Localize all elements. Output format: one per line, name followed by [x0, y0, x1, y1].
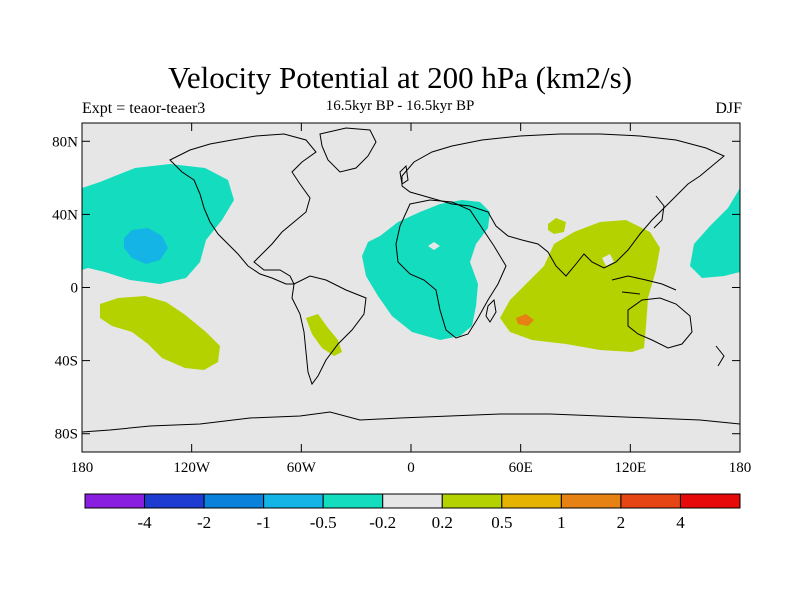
coastline-indonesia [611, 275, 677, 295]
coastline-north-america [169, 133, 317, 285]
coastline-new-zealand [715, 345, 725, 367]
coastline-africa [395, 199, 507, 339]
lon-tick-label: 120E [614, 460, 646, 476]
colorbar-label: -1 [257, 513, 271, 532]
axis-labels: 80N 40N 0 40S 80S 180 120W 60W 0 60E 120E 180 [52, 134, 751, 476]
contour-negative-strong-pacific [124, 228, 168, 264]
lon-tick-label: 60E [509, 460, 533, 476]
colorbar-swatch [679, 493, 741, 509]
plot-title: Velocity Potential at 200 hPa (km2/s) [167, 60, 633, 95]
colorbar-label: 1 [557, 513, 566, 532]
coastline-japan [653, 195, 665, 229]
colorbar-label: -0.5 [310, 513, 337, 532]
colorbar-swatch [441, 493, 503, 509]
lat-tick-label: 80S [55, 427, 78, 443]
lat-tick-label: 80N [52, 134, 78, 150]
colorbar-label: 0.2 [432, 513, 453, 532]
colorbar-swatch [560, 493, 622, 509]
contour-positive-south-pacific [100, 296, 220, 370]
contour-positive-indian-ocean [500, 220, 660, 352]
axis-ticks [81, 123, 741, 452]
coastline-antarctica [82, 411, 740, 433]
contour-negative-atlantic-africa [362, 200, 490, 340]
colorbar-label: 4 [676, 513, 685, 532]
colorbar-label: -2 [197, 513, 211, 532]
colorbar-swatch [144, 493, 205, 509]
coastline-uk [399, 164, 409, 185]
coastline-greenland [319, 127, 377, 173]
contour-positive-south-america [306, 314, 342, 356]
colorbar-swatch [620, 493, 681, 509]
lat-tick-label: 0 [71, 281, 79, 297]
colorbar-swatch [263, 493, 324, 509]
colorbar-label: 2 [617, 513, 626, 532]
contour-negative-north-pacific [82, 164, 234, 284]
contour-positive-arabian-sea [548, 218, 566, 234]
contour-negative-west-pacific [690, 188, 740, 278]
lon-tick-label: 0 [407, 460, 415, 476]
contour-positive-strong-indian-ocean [516, 314, 534, 326]
lon-tick-label: 60W [287, 460, 317, 476]
coastline-australia [627, 297, 693, 349]
colorbar-swatch [322, 493, 384, 509]
contour-negative-east-pacific-edge [82, 186, 90, 270]
contour-hole-indochina [602, 254, 614, 266]
coastline-madagascar [485, 298, 497, 323]
colorbar [84, 493, 741, 509]
colorbar-label: -4 [137, 513, 152, 532]
colorbar-label: 0.5 [491, 513, 512, 532]
lon-tick-label: 180 [729, 460, 752, 476]
colorbar-swatch [501, 493, 562, 509]
plot-subtitle: 16.5kyr BP - 16.5kyr BP [325, 98, 475, 114]
coastlines [82, 127, 740, 433]
colorbar-swatch [203, 493, 265, 509]
lat-tick-label: 40S [55, 354, 78, 370]
lon-tick-label: 180 [71, 460, 94, 476]
colorbar-label: -0.2 [369, 513, 396, 532]
colorbar-swatch [382, 493, 443, 509]
coastline-south-america [291, 275, 367, 386]
colorbar-swatch [84, 493, 146, 509]
lat-tick-label: 40N [52, 207, 78, 223]
experiment-label: Expt = teaor-teaer3 [82, 100, 206, 117]
season-label: DJF [715, 100, 742, 117]
colorbar-labels: -4 -2 -1 -0.5 -0.2 0.2 0.5 1 2 4 [137, 513, 685, 532]
contour-hole-sahara [428, 242, 440, 250]
coastline-eurasia [401, 133, 725, 277]
lon-tick-label: 120W [173, 460, 211, 476]
